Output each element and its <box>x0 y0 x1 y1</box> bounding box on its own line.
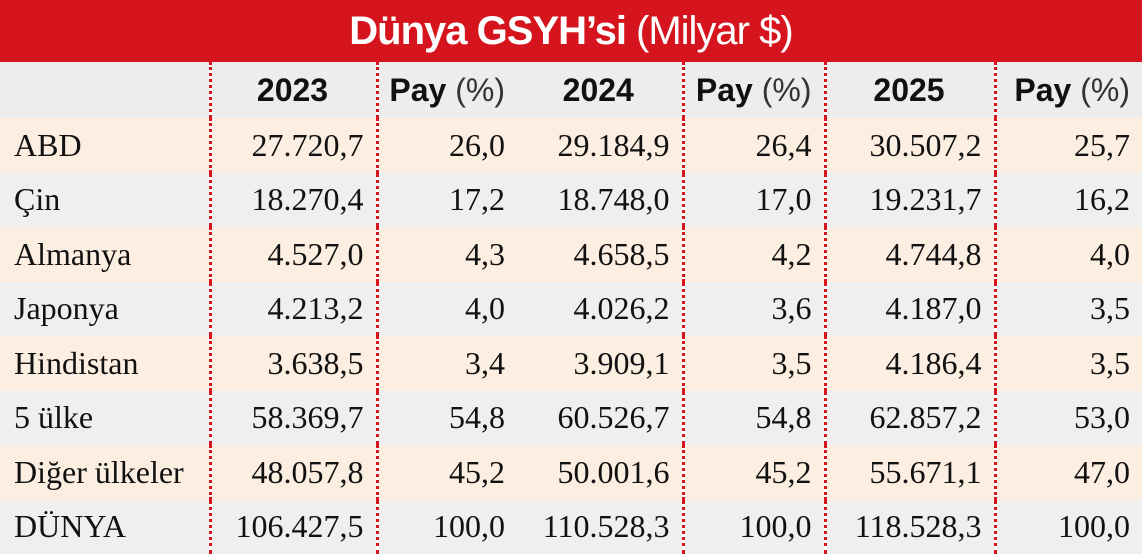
value-cell: 27.720,7 <box>208 118 377 173</box>
value-cell: 4.186,4 <box>823 336 995 391</box>
value-cell: 45,2 <box>681 445 825 500</box>
header-pay-2024: Pay (%) <box>681 62 825 118</box>
value-cell: 18.270,4 <box>208 172 377 227</box>
value-cell: 4,2 <box>681 227 825 282</box>
header-pay-2023: Pay (%) <box>375 62 517 118</box>
value-cell: 106.427,5 <box>208 499 377 554</box>
value-cell: 45,2 <box>375 445 517 500</box>
country-cell: Diğer ülkeler <box>0 445 210 500</box>
country-cell: Çin <box>0 172 210 227</box>
country-cell: Japonya <box>0 281 210 336</box>
header-row: 2023 Pay (%) 2024 Pay (%) 2025 Pay (%) <box>0 62 1142 118</box>
header-pay-label: Pay <box>389 71 447 108</box>
value-cell: 30.507,2 <box>823 118 995 173</box>
header-2023: 2023 <box>208 62 377 118</box>
value-cell: 3,5 <box>993 281 1142 336</box>
value-cell: 100,0 <box>375 499 517 554</box>
header-empty-cell <box>0 62 210 118</box>
value-cell: 3,5 <box>681 336 825 391</box>
header-pay-unit: (%) <box>1080 71 1130 108</box>
table-row: Diğer ülkeler 48.057,8 45,2 50.001,6 45,2 55.… <box>0 445 1142 500</box>
value-cell: 3.638,5 <box>208 336 377 391</box>
value-cell: 47,0 <box>993 445 1142 500</box>
value-cell: 19.231,7 <box>823 172 995 227</box>
value-cell: 26,0 <box>375 118 517 173</box>
country-cell: ABD <box>0 118 210 173</box>
value-cell: 29.184,9 <box>517 118 683 173</box>
value-cell: 26,4 <box>681 118 825 173</box>
country-cell: DÜNYA <box>0 499 210 554</box>
value-cell: 17,0 <box>681 172 825 227</box>
value-cell: 3,5 <box>993 336 1142 391</box>
value-cell: 16,2 <box>993 172 1142 227</box>
value-cell: 60.526,7 <box>517 390 683 445</box>
country-cell: 5 ülke <box>0 390 210 445</box>
value-cell: 62.857,2 <box>823 390 995 445</box>
country-cell: Almanya <box>0 227 210 282</box>
table-row: 5 ülke 58.369,7 54,8 60.526,7 54,8 62.857,2 53… <box>0 390 1142 445</box>
value-cell: 48.057,8 <box>208 445 377 500</box>
chart-title: Dünya GSYH’si (Milyar $) <box>0 0 1142 62</box>
value-cell: 58.369,7 <box>208 390 377 445</box>
value-cell: 50.001,6 <box>517 445 683 500</box>
value-cell: 54,8 <box>681 390 825 445</box>
value-cell: 100,0 <box>993 499 1142 554</box>
table-row: ABD 27.720,7 26,0 29.184,9 26,4 30.507,2 25,7 <box>0 118 1142 173</box>
header-pay-unit: (%) <box>455 71 505 108</box>
value-cell: 4.658,5 <box>517 227 683 282</box>
header-pay-2025: Pay (%) <box>993 62 1142 118</box>
table-row: Almanya 4.527,0 4,3 4.658,5 4,2 4.744,8 4,0 <box>0 227 1142 282</box>
value-cell: 17,2 <box>375 172 517 227</box>
table-row: Japonya 4.213,2 4,0 4.026,2 3,6 4.187,0 3,5 <box>0 281 1142 336</box>
value-cell: 25,7 <box>993 118 1142 173</box>
header-pay-label: Pay <box>1014 71 1072 108</box>
value-cell: 110.528,3 <box>517 499 683 554</box>
value-cell: 118.528,3 <box>823 499 995 554</box>
table-row: DÜNYA 106.427,5 100,0 110.528,3 100,0 118.528… <box>0 499 1142 554</box>
table-row: Hindistan 3.638,5 3,4 3.909,1 3,5 4.186,4 3,5 <box>0 336 1142 391</box>
value-cell: 4,0 <box>993 227 1142 282</box>
value-cell: 100,0 <box>681 499 825 554</box>
value-cell: 4.026,2 <box>517 281 683 336</box>
value-cell: 4.213,2 <box>208 281 377 336</box>
value-cell: 3.909,1 <box>517 336 683 391</box>
value-cell: 4,3 <box>375 227 517 282</box>
table-row: Çin 18.270,4 17,2 18.748,0 17,0 19.231,7 16,2 <box>0 172 1142 227</box>
value-cell: 18.748,0 <box>517 172 683 227</box>
value-cell: 53,0 <box>993 390 1142 445</box>
value-cell: 55.671,1 <box>823 445 995 500</box>
value-cell: 54,8 <box>375 390 517 445</box>
header-2025: 2025 <box>823 62 995 118</box>
value-cell: 3,6 <box>681 281 825 336</box>
header-pay-label: Pay <box>695 71 753 108</box>
header-pay-unit: (%) <box>761 71 812 108</box>
value-cell: 4.187,0 <box>823 281 995 336</box>
title-main: Dünya GSYH’si <box>349 8 627 53</box>
gdp-table: 2023 Pay (%) 2024 Pay (%) 2025 Pay (%) A… <box>0 62 1142 554</box>
header-2024: 2024 <box>517 62 683 118</box>
title-unit: (Milyar $) <box>636 8 794 53</box>
table-body: ABD 27.720,7 26,0 29.184,9 26,4 30.507,2 25,7 Ç… <box>0 118 1142 554</box>
value-cell: 4.744,8 <box>823 227 995 282</box>
value-cell: 3,4 <box>375 336 517 391</box>
value-cell: 4,0 <box>375 281 517 336</box>
value-cell: 4.527,0 <box>208 227 377 282</box>
country-cell: Hindistan <box>0 336 210 391</box>
